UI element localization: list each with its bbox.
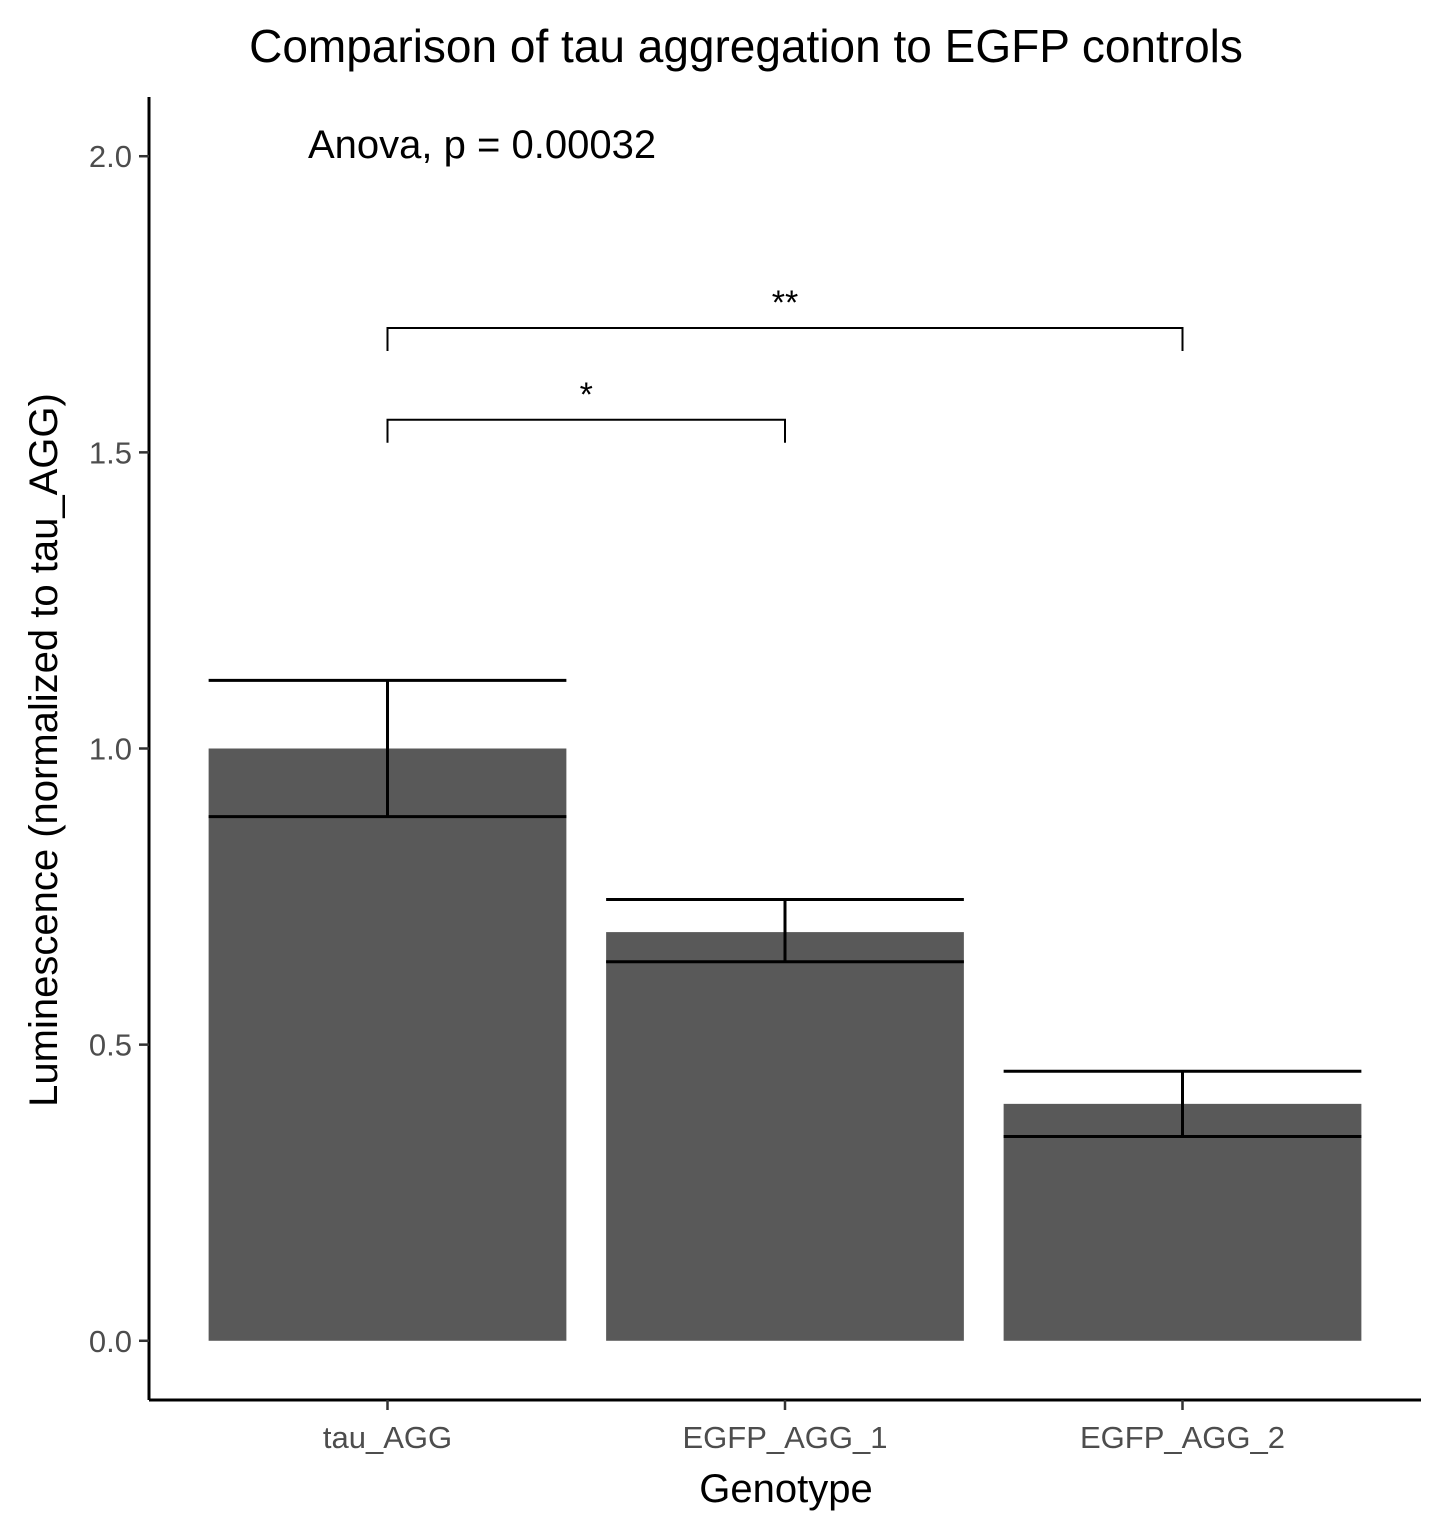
y-tick-label-2: 1.0 (89, 732, 132, 767)
y-axis-title: Luminescence (normalized to tau_AGG) (22, 393, 66, 1107)
bar-0 (208, 748, 567, 1341)
x-axis-title: Genotype (699, 1467, 872, 1511)
y-tick-label-4: 2.0 (89, 139, 132, 174)
significance-bracket-1 (386, 326, 1184, 351)
x-tick-label-2: EGFP_AGG_2 (1080, 1420, 1285, 1455)
bar-2 (1003, 1103, 1362, 1341)
y-tick-label-1: 0.5 (89, 1028, 132, 1063)
x-tick-label-0: tau_AGG (323, 1420, 452, 1455)
significance-bracket-0 (386, 418, 786, 443)
significance-label-0: * (580, 376, 593, 414)
plot-area: 0.0 0.5 1.0 1.5 2.0 tau_AGG EGFP_AGG_1 EGFP_AGG… (89, 97, 1421, 1455)
anova-annotation: Anova, p = 0.00032 (308, 123, 656, 167)
bar-1 (606, 932, 964, 1341)
y-tick-label-3: 1.5 (89, 435, 132, 470)
x-tick-label-1: EGFP_AGG_1 (682, 1420, 887, 1455)
y-tick-label-0: 0.0 (89, 1324, 132, 1359)
significance-label-1: ** (772, 284, 798, 322)
chart-title: Comparison of tau aggregation to EGFP co… (249, 20, 1243, 72)
